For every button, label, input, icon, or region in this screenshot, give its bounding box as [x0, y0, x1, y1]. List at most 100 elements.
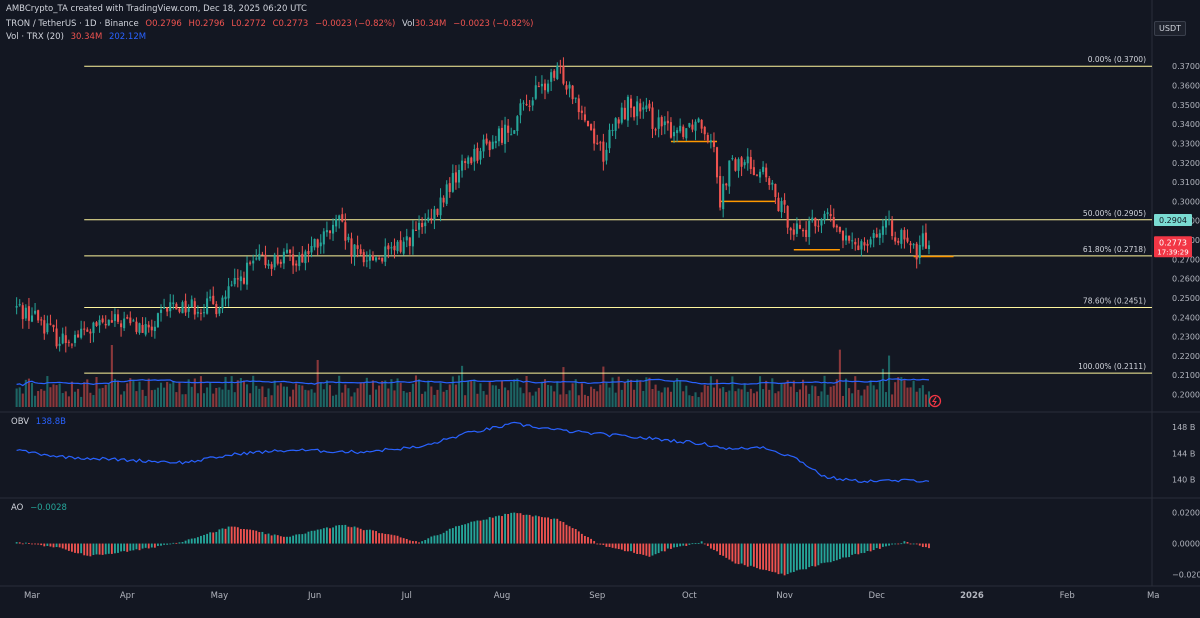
- ao-bar: [599, 543, 602, 545]
- close-value: C0.2773: [272, 19, 309, 29]
- volume-bar: [384, 380, 387, 407]
- candle-body: [445, 184, 448, 204]
- candle-body: [61, 333, 64, 344]
- ao-bar: [282, 536, 285, 544]
- candle-body: [313, 238, 316, 248]
- volume-bar: [129, 378, 132, 407]
- ao-bar: [912, 543, 915, 545]
- volume-bar: [331, 395, 335, 407]
- candle-body: [319, 242, 322, 247]
- candle-body: [556, 65, 559, 80]
- volume-bar: [433, 394, 436, 407]
- vol-indicator-label[interactable]: Vol · TRX (20): [6, 32, 64, 42]
- volume-bar: [341, 392, 344, 407]
- price-tick-label: 0.3700: [1172, 62, 1200, 71]
- ao-bar: [786, 543, 789, 575]
- volume-bar: [860, 395, 863, 407]
- ao-bar: [676, 543, 679, 548]
- obv-tick-label: 144 B: [1172, 449, 1195, 458]
- volume-bar: [390, 379, 393, 407]
- ao-bar: [875, 543, 878, 549]
- ao-bar: [743, 543, 746, 566]
- ao-bar: [623, 543, 626, 552]
- price-tick-label: 0.3100: [1172, 178, 1200, 187]
- ao-bar: [789, 543, 792, 573]
- candle-body: [513, 130, 516, 134]
- currency-selector[interactable]: USDT: [1154, 21, 1186, 36]
- volume-bar: [212, 393, 215, 407]
- candle-body: [891, 220, 894, 236]
- ao-bar: [246, 529, 248, 544]
- ao-bar: [95, 543, 98, 555]
- ao-bar: [805, 543, 808, 570]
- symbol-label[interactable]: TRON / TetherUS · 1D · Binance: [6, 19, 139, 29]
- ao-bar: [239, 528, 242, 544]
- ao-bar: [811, 543, 814, 567]
- candle-body: [691, 124, 694, 130]
- candle-body: [116, 314, 120, 322]
- ao-bar: [673, 543, 675, 548]
- ao-tick-label: 0.0000: [1172, 540, 1200, 549]
- ao-bar: [713, 543, 715, 550]
- volume-bar: [881, 368, 884, 407]
- volume-bar: [774, 393, 777, 407]
- ao-bar: [18, 542, 21, 544]
- candle-body: [780, 201, 783, 213]
- candle-body: [285, 249, 289, 253]
- candle-body: [464, 161, 467, 163]
- volume-bar: [163, 387, 166, 407]
- volume-bar: [586, 396, 590, 407]
- ao-bar: [273, 534, 276, 544]
- volume-bar: [654, 384, 657, 407]
- volume-bar: [602, 366, 605, 407]
- volume-bar: [328, 385, 332, 407]
- ao-label[interactable]: AO: [11, 503, 24, 513]
- ao-bar: [193, 538, 196, 544]
- candle-body: [378, 258, 381, 260]
- time-tick-label: Ma: [1147, 591, 1160, 601]
- candle-body: [153, 326, 156, 332]
- ao-bar: [120, 543, 123, 552]
- open-value: O0.2796: [145, 19, 182, 29]
- volume-bar: [746, 391, 749, 407]
- candle-body: [848, 235, 851, 241]
- volume-bar: [500, 380, 504, 407]
- candle-body: [543, 83, 547, 91]
- volume-bar: [590, 386, 593, 407]
- ao-bar: [37, 543, 40, 545]
- volume-bar: [666, 387, 669, 407]
- volume-bar: [820, 391, 823, 407]
- obv-label[interactable]: OBV: [11, 417, 30, 427]
- candle-body: [672, 132, 676, 137]
- candle-body: [288, 249, 292, 254]
- volume-bar: [888, 355, 891, 407]
- volume-ma-line: [16, 378, 930, 387]
- candle-body: [387, 245, 390, 250]
- volume-bar: [86, 379, 89, 407]
- volume-bar: [633, 389, 636, 407]
- candle-body: [55, 328, 58, 347]
- ao-bar: [485, 519, 488, 544]
- ao-bar: [86, 543, 89, 556]
- candle-body: [909, 243, 912, 246]
- volume-bar: [356, 388, 359, 407]
- candle-body: [83, 328, 86, 330]
- ao-bar: [83, 543, 86, 556]
- candle-body: [559, 65, 562, 67]
- ao-bar: [897, 543, 900, 545]
- volume-bar: [218, 387, 221, 407]
- candle-body: [534, 85, 537, 99]
- volume-bar: [528, 392, 531, 407]
- candle-body: [40, 319, 43, 321]
- volume-bar: [540, 381, 543, 407]
- candle-body: [805, 229, 808, 237]
- last-price-text: 0.2773: [1159, 238, 1187, 247]
- ao-bar: [258, 532, 261, 544]
- candle-body: [113, 314, 116, 321]
- volume-bar: [574, 379, 577, 407]
- volume-bar: [159, 382, 163, 407]
- candle-body: [823, 213, 826, 221]
- ao-bar: [80, 543, 83, 554]
